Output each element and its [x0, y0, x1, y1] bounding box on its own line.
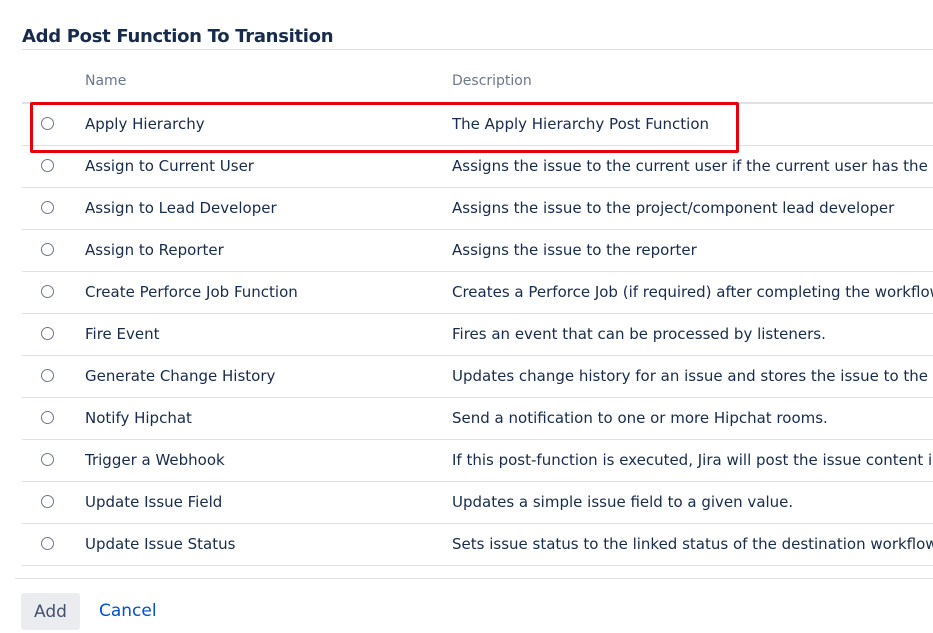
function-description: Assigns the issue to the reporter — [452, 241, 697, 259]
table-row: Update Issue Status Sets issue status to … — [22, 524, 933, 566]
cancel-link[interactable]: Cancel — [99, 601, 157, 621]
radio-button[interactable] — [41, 537, 54, 550]
radio-button[interactable] — [41, 201, 54, 214]
function-name: Assign to Lead Developer — [85, 199, 277, 217]
function-description: Updates change history for an issue and … — [452, 367, 933, 385]
function-description: Creates a Perforce Job (if required) aft… — [452, 283, 933, 301]
function-description: The Apply Hierarchy Post Function — [452, 115, 710, 133]
function-name: Generate Change History — [85, 367, 276, 385]
radio-button[interactable] — [41, 285, 54, 298]
radio-button[interactable] — [41, 369, 54, 382]
title: Add Post Function To Transition — [22, 26, 334, 47]
function-description: Fires an event that can be processed by … — [452, 325, 826, 343]
function-description: Updates a simple issue field to a given … — [452, 493, 794, 511]
table-row: Assign to Current User Assigns the issue … — [22, 146, 933, 188]
function-name: Apply Hierarchy — [85, 115, 205, 133]
divider — [22, 49, 933, 50]
add-button[interactable]: Add — [21, 593, 80, 630]
table-row: Assign to Reporter Assigns the issue to t… — [22, 230, 933, 272]
function-description: Send a notification to one or more Hipch… — [452, 409, 828, 427]
function-description: Assigns the issue to the project/compone… — [452, 199, 895, 217]
column-header: Description — [452, 73, 532, 89]
table-row: Trigger a Webhook If this post-function i… — [22, 440, 933, 482]
table-row: Notify Hipchat Send a notification to one… — [22, 398, 933, 440]
table-row: Create Perforce Job Function Creates a Pe… — [22, 272, 933, 314]
table-row: Assign to Lead Developer Assigns the issu… — [22, 188, 933, 230]
radio-button[interactable] — [41, 327, 54, 340]
function-name: Update Issue Status — [85, 535, 236, 553]
radio-button[interactable] — [41, 117, 54, 130]
radio-button[interactable] — [41, 453, 54, 466]
table-row: Update Issue Field Updates a simple issue… — [22, 482, 933, 524]
function-name: Notify Hipchat — [85, 409, 192, 427]
table-row: Generate Change History Updates change hi… — [22, 356, 933, 398]
function-name: Create Perforce Job Function — [85, 283, 298, 301]
function-description: Sets issue status to the linked status o… — [452, 535, 933, 553]
function-description: Assigns the issue to the current user if… — [452, 157, 933, 175]
radio-button[interactable] — [41, 159, 54, 172]
radio-button[interactable] — [41, 495, 54, 508]
radio-button[interactable] — [41, 411, 54, 424]
divider — [15, 578, 933, 579]
function-name: Update Issue Field — [85, 493, 223, 511]
column-header: Name — [85, 73, 127, 89]
function-name: Fire Event — [85, 325, 160, 343]
radio-button[interactable] — [41, 243, 54, 256]
function-description: If this post-function is executed, Jira … — [452, 451, 933, 469]
function-name: Assign to Current User — [85, 157, 254, 175]
highlight-box — [30, 102, 739, 153]
table-row: Fire Event Fires an event that can be pro… — [22, 314, 933, 356]
table-row: Apply Hierarchy The Apply Hierarchy Post … — [22, 104, 933, 146]
function-name: Trigger a Webhook — [85, 451, 225, 469]
function-name: Assign to Reporter — [85, 241, 224, 259]
